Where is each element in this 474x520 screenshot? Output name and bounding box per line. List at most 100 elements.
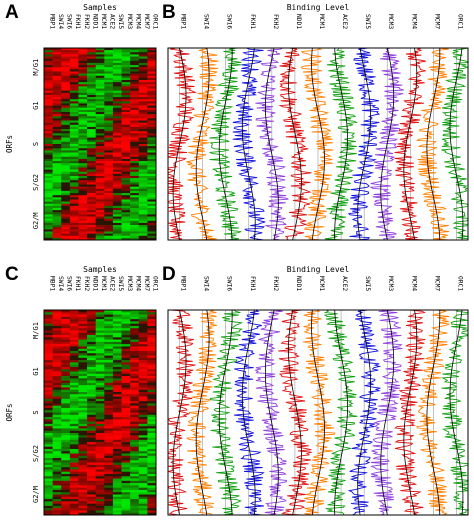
- binding-trace: [441, 47, 470, 240]
- heatmap-cell: [95, 460, 105, 463]
- heatmap-cell: [87, 314, 96, 318]
- heatmap-cell: [87, 316, 96, 320]
- heatmap-cell: [69, 446, 79, 450]
- heatmap-cell: [95, 355, 105, 359]
- heatmap-cell: [130, 505, 140, 509]
- heatmap-cell: [69, 417, 79, 420]
- heatmap-cell: [69, 69, 79, 72]
- heatmap-cell: [121, 460, 131, 463]
- heatmap-cell: [61, 135, 71, 138]
- heatmap-cell: [69, 82, 79, 85]
- heatmap-cell: [112, 48, 122, 51]
- heatmap-cell: [104, 201, 114, 205]
- heatmap-cell: [121, 357, 131, 361]
- heatmap-cell: [95, 316, 105, 320]
- heatmap-cell: [147, 314, 157, 318]
- heatmap-cell: [44, 144, 53, 147]
- heatmap-cell: [138, 114, 148, 117]
- heatmap-cell: [112, 512, 122, 516]
- heatmap-cell: [87, 423, 96, 427]
- heatmap-cell: [138, 158, 148, 162]
- heatmap-cell: [112, 193, 122, 196]
- heatmap-cell: [52, 190, 62, 194]
- heatmap-cell: [52, 362, 62, 365]
- heatmap-cell: [95, 195, 105, 198]
- heatmap-cell: [147, 380, 157, 384]
- heatmap-cell: [87, 417, 96, 420]
- heatmap-cell: [52, 325, 62, 329]
- heatmap-cell: [78, 364, 88, 368]
- heatmap-cell: [87, 346, 96, 350]
- heatmap-cell: [121, 496, 131, 500]
- heatmap-cell: [87, 335, 96, 338]
- heatmap-cell: [121, 430, 131, 434]
- heatmap-cell: [112, 222, 122, 226]
- heatmap-cell: [112, 148, 122, 151]
- heatmap-cell: [138, 332, 148, 336]
- heatmap-cell: [44, 52, 53, 55]
- heatmap-cell: [61, 201, 71, 205]
- heatmap-cell: [69, 316, 79, 320]
- heatmap-cell: [61, 492, 71, 495]
- smoothed-curve: [357, 309, 371, 516]
- heatmap-cell: [95, 99, 105, 102]
- heatmap-cell: [138, 161, 148, 164]
- heatmap-cell: [61, 444, 71, 447]
- heatmap-cell: [112, 86, 122, 89]
- heatmap-cell: [69, 80, 79, 83]
- heatmap-cell: [61, 360, 71, 363]
- heatmap-cell: [61, 190, 71, 194]
- heatmap-cell: [138, 433, 148, 436]
- heatmap-cell: [104, 80, 114, 83]
- heatmap-cell: [138, 387, 148, 391]
- heatmap-cell: [61, 378, 71, 381]
- heatmap-cell: [52, 139, 62, 143]
- heatmap-cell: [78, 216, 88, 219]
- heatmap-cell: [87, 233, 96, 237]
- heatmap-cell: [61, 483, 71, 486]
- heatmap-cell: [52, 430, 62, 434]
- column-label: SWI5: [117, 14, 124, 29]
- heatmap-cell: [44, 218, 53, 222]
- heatmap-cell: [147, 233, 157, 237]
- heatmap-cell: [104, 364, 114, 368]
- heatmap-cell: [104, 419, 114, 422]
- heatmap-cell: [78, 496, 88, 500]
- heatmap-cell: [61, 229, 71, 232]
- heatmap-cell: [138, 112, 148, 115]
- heatmap-cell: [44, 62, 53, 66]
- heatmap-cell: [44, 237, 53, 241]
- heatmap-cell: [44, 439, 53, 443]
- heatmap-cell: [69, 58, 79, 62]
- heatmap-cell: [78, 344, 88, 347]
- heatmap-cell: [147, 444, 157, 447]
- binding-trace: [370, 309, 403, 516]
- heatmap-cell: [87, 235, 96, 239]
- heatmap-cell: [130, 460, 140, 463]
- heatmap-cell: [121, 351, 131, 354]
- heatmap-cell: [44, 480, 53, 484]
- heatmap-cell: [95, 152, 105, 155]
- heatmap-cell: [112, 88, 122, 91]
- heatmap-cell: [52, 355, 62, 359]
- heatmap-cell: [69, 56, 79, 59]
- column-label: NDD1: [295, 14, 302, 29]
- heatmap-cell: [52, 508, 62, 511]
- heatmap-cell: [121, 437, 131, 441]
- heatmap-cell: [112, 471, 122, 475]
- heatmap-cell: [69, 129, 79, 132]
- heatmap-cell: [78, 118, 88, 121]
- heatmap-cell: [52, 460, 62, 463]
- heatmap-cell: [78, 505, 88, 509]
- heatmap-cell: [78, 122, 88, 126]
- heatmap-cell: [61, 376, 71, 379]
- panel-letter: D: [162, 264, 176, 285]
- heatmap-cell: [130, 131, 140, 134]
- heatmap-cell: [104, 60, 114, 64]
- heatmap-cell: [69, 353, 79, 356]
- heatmap-cell: [138, 73, 148, 77]
- heatmap-cell: [61, 323, 71, 327]
- smoothed-curve: [426, 48, 441, 241]
- heatmap-cell: [130, 401, 140, 404]
